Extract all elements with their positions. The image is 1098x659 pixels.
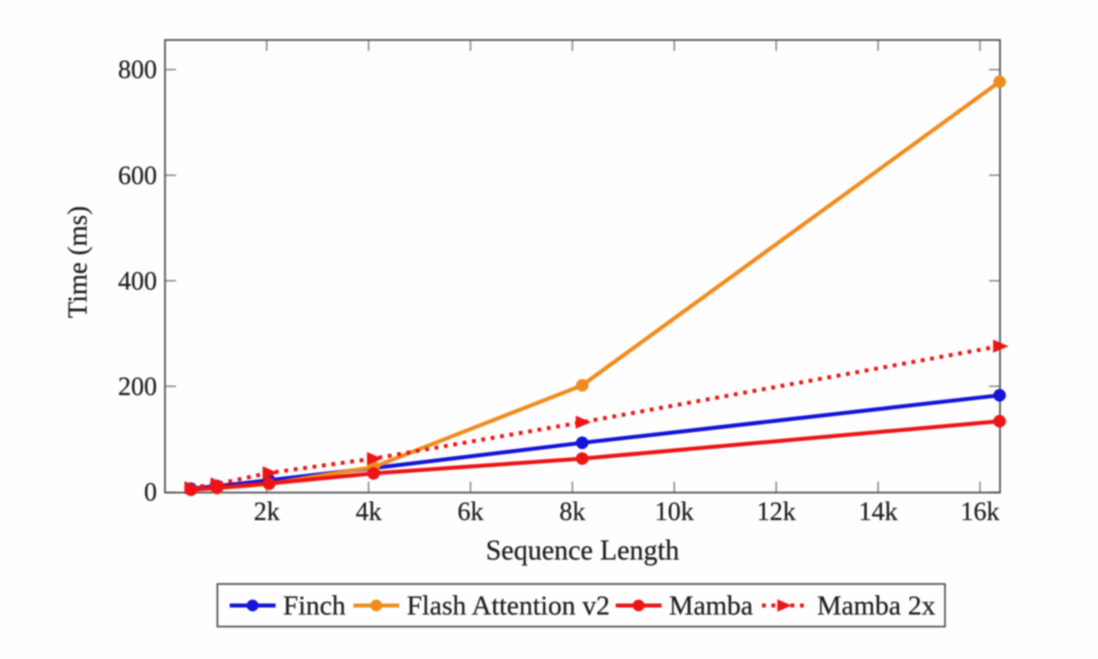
svg-text:Flash Attention v2: Flash Attention v2 bbox=[407, 589, 610, 620]
svg-text:Time (ms): Time (ms) bbox=[63, 206, 93, 318]
svg-text:Mamba: Mamba bbox=[669, 589, 753, 620]
svg-text:4k: 4k bbox=[356, 497, 382, 526]
svg-text:12k: 12k bbox=[757, 497, 796, 526]
svg-text:Sequence Length: Sequence Length bbox=[486, 536, 680, 567]
svg-text:0: 0 bbox=[144, 478, 157, 507]
svg-text:200: 200 bbox=[118, 372, 157, 401]
svg-text:8k: 8k bbox=[559, 497, 585, 526]
svg-text:2k: 2k bbox=[254, 497, 280, 526]
svg-text:600: 600 bbox=[118, 161, 157, 190]
svg-text:Finch: Finch bbox=[283, 589, 346, 620]
svg-text:14k: 14k bbox=[859, 497, 898, 526]
svg-text:10k: 10k bbox=[655, 497, 694, 526]
svg-text:800: 800 bbox=[118, 55, 157, 84]
svg-text:16k: 16k bbox=[961, 497, 1000, 526]
svg-text:Mamba 2x: Mamba 2x bbox=[817, 589, 936, 620]
svg-text:6k: 6k bbox=[458, 497, 484, 526]
svg-text:400: 400 bbox=[118, 266, 157, 295]
